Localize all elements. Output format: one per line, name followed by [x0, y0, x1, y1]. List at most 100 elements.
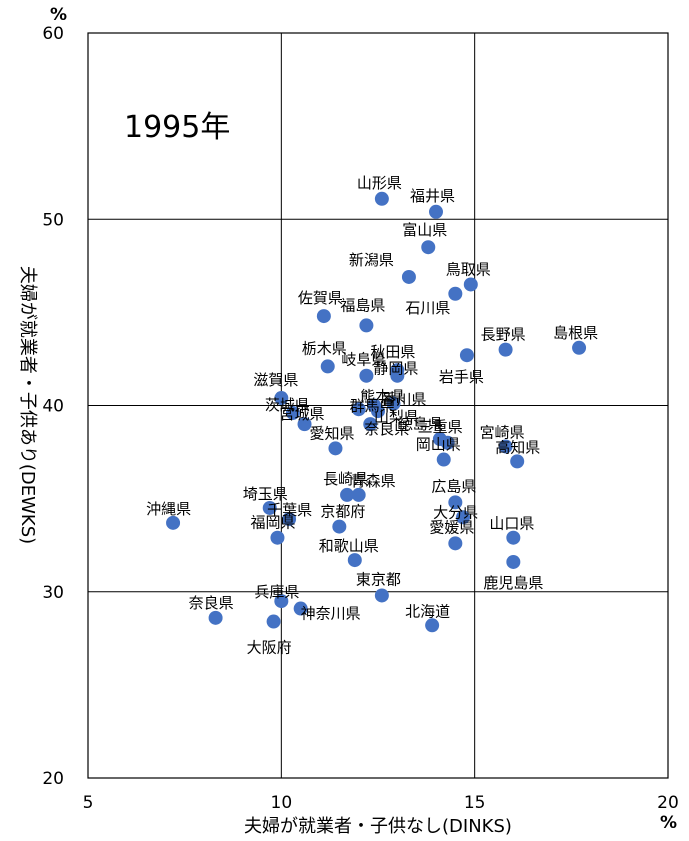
point-label: 鳥取県 [446, 260, 491, 278]
point-label: 宮崎県 [480, 423, 525, 441]
data-point [421, 240, 436, 255]
point-label: 北海道 [405, 602, 450, 620]
data-point [347, 553, 362, 568]
data-points [166, 191, 587, 633]
data-point [386, 396, 401, 411]
x-tick-label: 15 [464, 793, 486, 813]
data-point [340, 487, 355, 502]
point-label: 福島県 [340, 296, 385, 314]
data-point [463, 277, 478, 292]
data-point [274, 391, 289, 406]
data-point [282, 512, 297, 527]
point-label: 愛知県 [309, 424, 354, 442]
point-label: 埼玉県 [243, 485, 288, 503]
data-point [374, 588, 389, 603]
point-label: 熊本県 [360, 388, 405, 406]
data-point [506, 530, 521, 545]
point-label: 岡山県 [416, 436, 461, 454]
y-tick-label: 40 [42, 397, 64, 417]
point-label: 秋田県 [370, 343, 415, 361]
y-tick-label: 20 [42, 769, 64, 789]
point-label: 岩手県 [439, 368, 484, 386]
point-label: 京都府 [320, 503, 365, 521]
x-tick-label: 5 [83, 793, 94, 813]
point-label: 新潟県 [349, 251, 394, 269]
y-axis-label: 夫婦が就業者・子供あり(DEWKS) [17, 266, 38, 544]
data-point [266, 614, 281, 629]
data-point [285, 405, 300, 420]
data-point [572, 340, 587, 355]
data-point [262, 500, 277, 515]
point-label: 高知県 [495, 438, 540, 456]
data-point [359, 368, 374, 383]
point-label: 長野県 [481, 326, 526, 344]
data-point [351, 402, 366, 417]
data-point [293, 601, 308, 616]
data-point [510, 454, 525, 469]
point-label: 奈良県 [364, 420, 409, 438]
data-point [367, 398, 382, 413]
data-point [436, 452, 451, 467]
data-point [425, 618, 440, 633]
y-unit-label: % [50, 5, 67, 25]
data-point [363, 417, 378, 432]
point-label: 神奈川県 [301, 605, 361, 623]
x-axis-label: 夫婦が就業者・子供なし(DINKS) [244, 816, 512, 837]
point-label: 群馬県 [350, 397, 395, 415]
point-label: 滋賀県 [253, 371, 298, 389]
point-label: 千葉県 [267, 501, 312, 519]
y-tick-label: 50 [42, 210, 64, 230]
point-label: 山形県 [357, 174, 402, 192]
data-point [440, 435, 455, 450]
x-unit-label: % [660, 813, 677, 833]
point-label: 徳島県 [398, 415, 443, 433]
point-label: 愛媛県 [429, 518, 474, 536]
point-label: 大阪府 [247, 639, 292, 657]
plot-frame [87, 32, 669, 779]
point-label: 福井県 [410, 187, 455, 205]
point-label: 大分県 [433, 503, 478, 521]
data-point [401, 269, 416, 284]
point-label: 鹿児島県 [483, 574, 543, 592]
point-label: 兵庫県 [254, 583, 299, 601]
point-label: 栃木県 [302, 339, 347, 357]
data-point [498, 342, 513, 357]
y-tick-labels: 20 30 40 50 60 [42, 24, 64, 789]
point-label: 東京都 [356, 570, 401, 588]
data-point [316, 309, 331, 324]
x-tick-label: 10 [271, 793, 293, 813]
point-label: 茨城県 [265, 396, 310, 414]
data-point [208, 610, 223, 625]
data-point [351, 487, 366, 502]
data-point [459, 348, 474, 363]
data-point [374, 191, 389, 206]
point-label: 三重県 [418, 418, 463, 436]
point-label: 長崎県 [323, 470, 368, 488]
point-label: 福岡県 [250, 514, 295, 532]
point-label: 山口県 [489, 515, 534, 533]
point-label: 奈良県 [189, 594, 234, 612]
point-label: 富山県 [402, 221, 447, 239]
data-point [359, 318, 374, 333]
point-label: 石川県 [405, 299, 450, 317]
year-annotation: 1995年 [124, 110, 230, 145]
point-label: 佐賀県 [298, 289, 343, 307]
data-point [328, 441, 343, 456]
data-point [456, 510, 471, 525]
point-label: 沖縄県 [146, 500, 191, 518]
point-label: 静岡県 [373, 360, 418, 378]
data-point [498, 439, 513, 454]
data-point [274, 594, 289, 609]
data-point [390, 368, 405, 383]
point-label: 香川県 [381, 391, 426, 409]
data-point [297, 417, 312, 432]
data-point [448, 536, 463, 551]
x-tick-labels: 5 10 15 20 [83, 793, 679, 813]
point-label: 広島県 [431, 477, 476, 495]
point-label: 山梨県 [374, 408, 419, 426]
data-point [270, 530, 285, 545]
data-point [429, 204, 443, 219]
data-point [448, 495, 463, 510]
